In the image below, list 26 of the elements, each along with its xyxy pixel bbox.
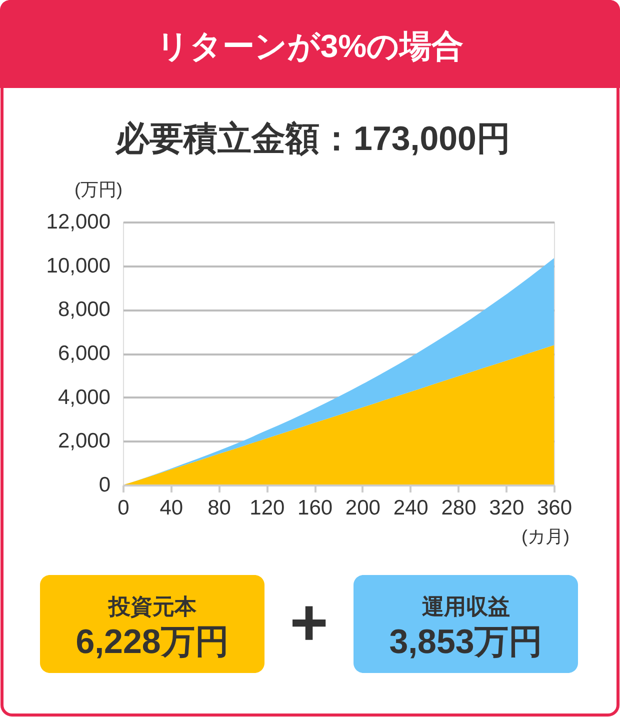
text: 投資元本 <box>107 594 198 619</box>
y-tick-label: 8,000 <box>58 298 110 322</box>
x-tick-label: 200 <box>345 496 380 520</box>
x-tick-label: 160 <box>298 496 333 520</box>
y-tick-label: 2,000 <box>58 430 110 453</box>
x-tick-label: 320 <box>489 496 524 520</box>
x-tick-label: 360 <box>536 496 572 520</box>
y-tick-label: 0 <box>98 474 110 496</box>
x-tick-label: 40 <box>160 496 184 520</box>
text: 3,853万円 <box>389 623 542 661</box>
x-axis-title: (カ月) <box>522 526 570 546</box>
y-tick-label: 12,000 <box>46 210 110 234</box>
y-tick-label: 6,000 <box>58 342 110 365</box>
text: 運用収益 <box>422 594 510 619</box>
y-axis-title: (万円) <box>74 180 122 200</box>
y-tick-label: 4,000 <box>58 386 110 409</box>
chart-title: リターンが3%の場合 <box>156 28 464 64</box>
y-tick-label: 10,000 <box>46 254 110 278</box>
chart-subtitle: 必要積立金額：173,000円 <box>114 120 510 158</box>
x-tick-label: 0 <box>118 496 130 520</box>
text: 6,228万円 <box>76 623 229 661</box>
x-tick-label: 240 <box>393 496 428 520</box>
x-tick-label: 80 <box>208 496 231 520</box>
x-tick-label: 280 <box>441 496 476 520</box>
text: + <box>290 585 328 659</box>
x-tick-label: 120 <box>250 496 285 520</box>
